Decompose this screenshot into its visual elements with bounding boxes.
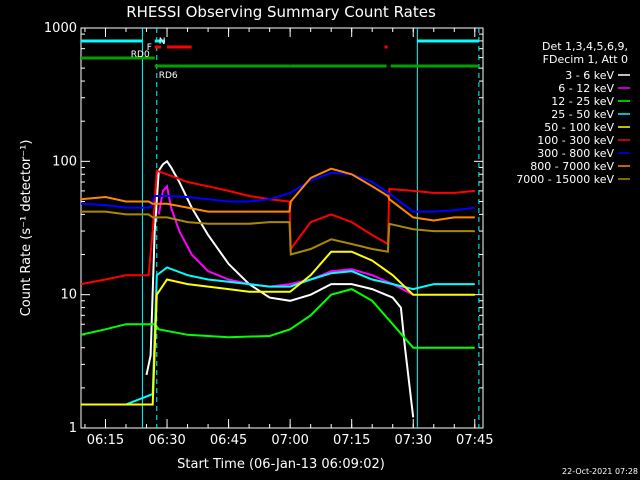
x-tick-label: 07:45 [456, 433, 493, 448]
legend-header: Det 1,3,4,5,6,9, [542, 40, 628, 53]
flag-bar-label: RD6 [159, 71, 178, 81]
series-line [81, 171, 475, 213]
y-tick-label: 100 [52, 154, 77, 169]
x-tick-label: 07:15 [333, 433, 370, 448]
x-axis-label: Start Time (06-Jan-13 06:09:02) [177, 457, 385, 472]
legend-header: FDecim 1, Att 0 [543, 53, 628, 66]
x-tick-label: 06:30 [148, 433, 185, 448]
legend-entry: 100 - 300 keV [537, 134, 614, 147]
series-line [145, 159, 415, 418]
y-axis-label: Count Rate (s⁻¹ detector⁻¹) [19, 140, 34, 317]
series-line [81, 266, 475, 406]
legend-entry: 25 - 50 keV [551, 108, 614, 121]
flag-bar-label: N [159, 37, 166, 47]
legend-entry: 7000 - 15000 keV [516, 173, 614, 186]
series-line [81, 250, 475, 406]
x-tick-label: 06:15 [87, 433, 124, 448]
plot-frame [80, 27, 484, 429]
flag-bar-label: RD0 [131, 50, 150, 60]
chart-title: RHESSI Observing Summary Count Rates [126, 3, 436, 21]
legend: Det 1,3,4,5,6,9,FDecim 1, Att 0 3 - 6 keV… [516, 40, 630, 186]
footer-timestamp: 22-Oct-2021 07:28 [562, 467, 638, 476]
legend-entry: 800 - 7000 keV [530, 160, 614, 173]
series-line [157, 184, 414, 296]
legend-entry: 3 - 6 keV [565, 69, 614, 82]
legend-entry: 300 - 800 keV [537, 147, 614, 160]
flag-bar-label: F [147, 43, 152, 53]
series-line [81, 167, 475, 222]
x-tick-label: 07:30 [395, 433, 432, 448]
legend-entry: 12 - 25 keV [551, 95, 614, 108]
y-tick-label: 10 [60, 288, 77, 303]
x-tick-label: 07:00 [271, 433, 308, 448]
series-line [81, 169, 475, 286]
legend-entry: 6 - 12 keV [558, 82, 614, 95]
y-tick-label: 1000 [44, 21, 77, 36]
legend-entry: 50 - 100 keV [544, 121, 614, 134]
plot-area: 1 10 100 1000 06:15 06:30 06:45 07:00 07:15 07:30… [44, 21, 494, 448]
series-line [81, 288, 475, 349]
series-line [81, 210, 475, 256]
y-tick-label: 1 [69, 421, 77, 436]
x-tick-label: 06:45 [210, 433, 247, 448]
